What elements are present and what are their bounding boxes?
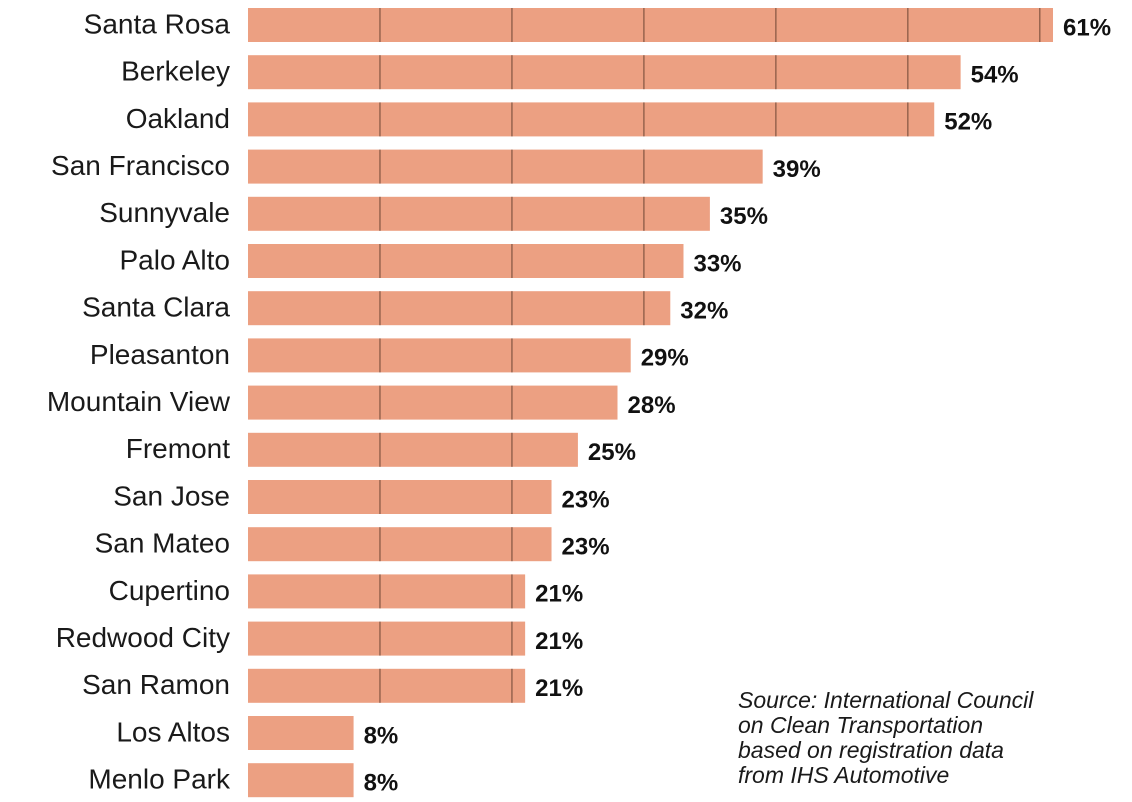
value-label: 25% [588, 439, 636, 466]
bar [248, 338, 631, 373]
bar [248, 291, 671, 326]
bar-row: Berkeley 54% [121, 55, 1019, 90]
category-label: Cupertino [109, 575, 230, 606]
bar-row: Menlo Park 8% [88, 763, 399, 798]
bar-row: Los Altos 8% [116, 716, 398, 750]
bar-row: Santa Clara 32% [82, 291, 728, 326]
bar-row: Pleasanton 29% [90, 338, 689, 373]
source-note: Source: International Council on Clean T… [738, 688, 1128, 788]
bar [248, 716, 354, 750]
bar-row: Santa Rosa 61% [84, 8, 1111, 42]
category-label: Menlo Park [88, 764, 231, 795]
category-label: San Francisco [51, 150, 230, 181]
value-label: 8% [364, 722, 399, 749]
value-label: 52% [944, 109, 992, 136]
category-label: Fremont [126, 433, 230, 464]
category-label: San Ramon [82, 669, 230, 700]
value-label: 21% [535, 628, 583, 655]
category-label: San Jose [113, 480, 230, 511]
bar-row: Fremont 25% [126, 432, 636, 467]
value-label: 29% [641, 345, 689, 372]
category-label: Redwood City [56, 622, 230, 653]
category-label: Santa Rosa [84, 8, 231, 39]
bar-row: San Mateo 23% [95, 527, 610, 562]
bar-row: Cupertino 21% [109, 574, 583, 609]
value-label: 32% [680, 298, 728, 325]
bar-row: San Francisco 39% [51, 149, 821, 184]
source-line: based on registration data [738, 737, 1004, 763]
bar-row: Palo Alto 33% [119, 244, 742, 278]
value-label: 39% [773, 156, 821, 183]
bar-row: Sunnyvale 35% [99, 196, 768, 231]
category-label: Pleasanton [90, 339, 230, 370]
value-label: 33% [693, 250, 741, 277]
category-label: Santa Clara [82, 292, 230, 323]
value-label: 8% [364, 770, 399, 797]
bar [248, 621, 526, 656]
bar [248, 763, 354, 798]
category-label: Oakland [126, 103, 230, 134]
source-line: from IHS Automotive [738, 762, 950, 788]
source-line: Source: International Council [738, 687, 1034, 713]
value-label: 23% [562, 486, 610, 513]
bar [248, 149, 763, 184]
source-line: on Clean Transportation [738, 712, 984, 738]
bar [248, 432, 578, 467]
category-label: Sunnyvale [99, 197, 230, 228]
category-label: Berkeley [121, 56, 230, 87]
bar [248, 480, 552, 514]
bar-row: San Jose 23% [113, 480, 610, 514]
value-label: 61% [1063, 14, 1111, 41]
value-label: 28% [628, 392, 676, 419]
bar [248, 574, 526, 609]
bar [248, 8, 1053, 42]
value-label: 54% [971, 62, 1019, 89]
value-label: 21% [535, 581, 583, 608]
bar-row: San Ramon 21% [82, 668, 583, 703]
bar-row: Mountain View 28% [47, 385, 676, 420]
value-label: 35% [720, 203, 768, 230]
category-label: Palo Alto [119, 244, 230, 275]
category-label: San Mateo [95, 528, 230, 559]
bar [248, 527, 552, 562]
category-label: Mountain View [47, 386, 231, 417]
bar-row: Oakland 52% [126, 102, 992, 137]
category-label: Los Altos [116, 716, 230, 747]
value-label: 23% [562, 534, 610, 561]
bar [248, 55, 961, 90]
bar [248, 385, 618, 420]
bar [248, 244, 684, 278]
bar [248, 102, 935, 137]
bar [248, 196, 710, 231]
bar-row: Redwood City 21% [56, 621, 583, 656]
bar [248, 668, 526, 703]
value-label: 21% [535, 675, 583, 702]
